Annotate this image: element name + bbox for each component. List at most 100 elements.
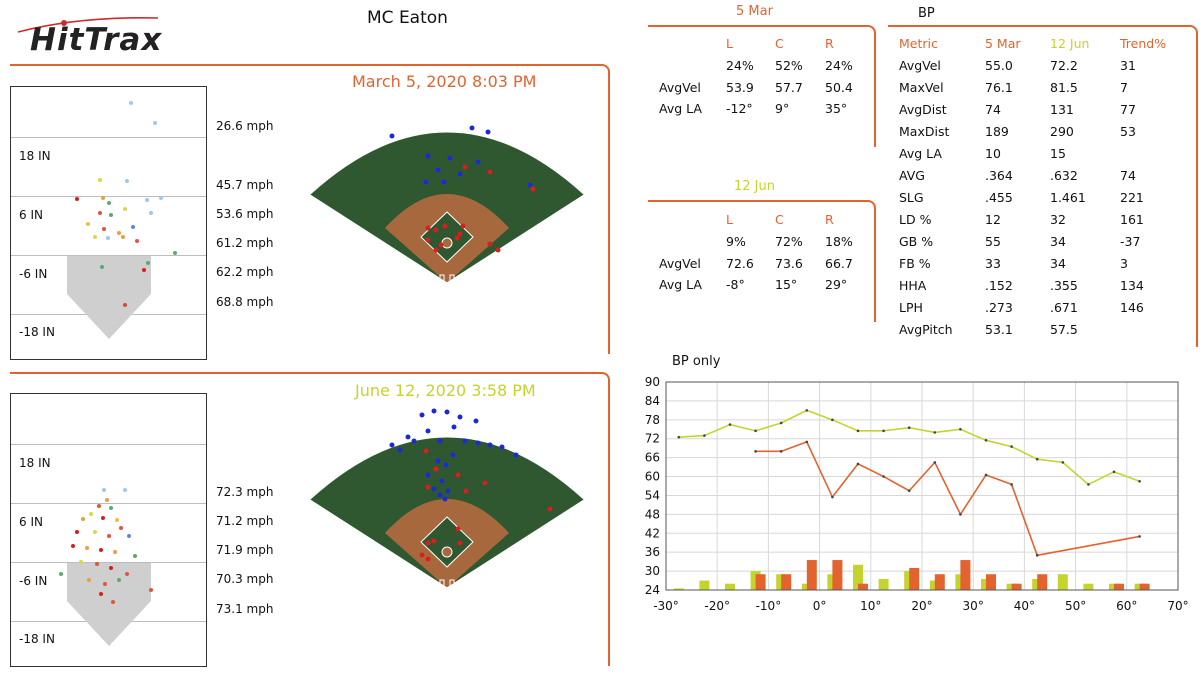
series-point <box>754 429 757 433</box>
bp-metric-value: 74 <box>985 101 1001 117</box>
histogram-bar <box>960 560 971 590</box>
bp-metric-value: 34 <box>1050 233 1066 249</box>
bp-metric-value: 221 <box>1120 189 1144 205</box>
bp-metric-name: MaxVel <box>899 79 944 95</box>
series-point <box>831 495 834 499</box>
bp-metric-value: 74 <box>1120 167 1136 183</box>
series-point <box>831 418 834 422</box>
bp-metric-value <box>1120 142 1180 164</box>
x-tick-label: 70° <box>1167 599 1188 613</box>
series-point <box>1035 554 1039 557</box>
y-tick-label: 54 <box>645 488 660 502</box>
x-tick-label: 30° <box>963 599 984 613</box>
split-mar-avgla-r: 35° <box>825 101 848 116</box>
session2-mph-5: 73.1 mph <box>216 602 274 616</box>
zone-label-6: 6 IN <box>19 515 43 529</box>
histogram-bar <box>1114 583 1124 590</box>
bp-metric-value: 53.1 <box>985 321 1013 337</box>
bp-metric-name: LPH <box>899 299 923 315</box>
session2-strike-zone: 18 IN 6 IN -6 IN -18 IN <box>10 393 207 667</box>
histogram-bar <box>832 560 843 590</box>
histogram-bar <box>806 560 817 590</box>
bp-metric-value: 76.1 <box>985 79 1013 95</box>
split-jun-header-r: R <box>825 212 834 227</box>
session2-spray-chart <box>309 408 585 589</box>
session2-mph-3: 71.9 mph <box>216 543 274 557</box>
bp-metric-value: 53 <box>1120 123 1136 139</box>
histogram-bar <box>934 574 945 590</box>
hittrax-logo: HitTrax <box>10 10 170 60</box>
bp-metric-value: 55.0 <box>985 57 1013 73</box>
foul-line-left <box>309 194 448 284</box>
histogram-bar <box>1139 583 1150 590</box>
series-point <box>1112 470 1116 474</box>
histogram-bar <box>878 578 889 590</box>
session1-mph-6: 68.8 mph <box>216 295 274 309</box>
bp-table-frame <box>888 25 1198 347</box>
split-jun-avgvel-c: 73.6 <box>775 256 803 271</box>
bp-table-row: HHA .152 .355 134 <box>899 274 1180 296</box>
session1-title: March 5, 2020 8:03 PM <box>352 72 537 91</box>
histogram-bar <box>853 564 863 590</box>
bp-metric-name: AvgPitch <box>899 321 953 337</box>
split-mar-header-r: R <box>825 36 834 51</box>
series-point <box>959 513 962 516</box>
bp-metric-value: 290 <box>1050 123 1074 139</box>
session2-pitch-dots <box>59 488 153 646</box>
bp-metric-name: LD % <box>899 211 932 227</box>
series-point <box>907 489 911 493</box>
zone-line <box>11 503 206 504</box>
split-mar-avgvel-l: 53.9 <box>726 80 754 95</box>
series-point <box>984 473 988 477</box>
foul-line-left <box>309 499 448 589</box>
bp-metrics-table: Metric 5 Mar 12 Jun Trend% AvgVel 55.0 72.… <box>899 32 1180 340</box>
session2-title: June 12, 2020 3:58 PM <box>355 381 536 400</box>
y-tick-label: 84 <box>645 394 660 408</box>
pitch-dots-group <box>59 488 153 604</box>
series-point <box>728 423 732 426</box>
x-tick-label: -30° <box>653 599 679 613</box>
bp-metric-value: 72.2 <box>1050 57 1078 73</box>
zone-label-minus6: -6 IN <box>19 267 48 281</box>
histogram-bar <box>858 583 868 590</box>
zone-line <box>11 562 206 563</box>
bp-metric-value: 34 <box>1050 255 1066 271</box>
x-tick-label: 60° <box>1116 599 1137 613</box>
bp-table-row: Avg LA 10 15 <box>899 142 1180 164</box>
bp-table-row: MaxVel 76.1 81.5 7 <box>899 76 1180 98</box>
y-tick-label: 42 <box>645 526 660 540</box>
split-mar-frame <box>648 25 876 147</box>
pitchers-mound <box>441 237 453 249</box>
bp-metric-name: Avg LA <box>899 145 942 161</box>
histogram-bar <box>673 588 684 590</box>
bp-table-row: AVG .364 .632 74 <box>899 164 1180 186</box>
split-mar-header-l: L <box>726 36 733 51</box>
histogram-bar <box>1057 574 1068 590</box>
split-jun-avgla-c: 15° <box>775 277 798 292</box>
histogram-bar <box>801 583 812 590</box>
x-tick-label: 20° <box>911 599 932 613</box>
histogram-bar <box>1083 583 1094 590</box>
bp-metric-value: 77 <box>1120 101 1136 117</box>
pitchers-mound <box>441 546 453 558</box>
zone-label-18: 18 IN <box>19 456 51 470</box>
foul-line-right <box>446 499 585 589</box>
session1-mph-4: 61.2 mph <box>216 236 274 250</box>
y-tick-label: 36 <box>645 545 660 559</box>
split-mar-pct-c: 52% <box>775 58 803 73</box>
bp-table-row: AvgVel 55.0 72.2 31 <box>899 54 1180 76</box>
player-name: MC Eaton <box>367 8 448 28</box>
home-plate-shape <box>67 563 151 646</box>
split-jun-title: 12 Jun <box>734 179 775 194</box>
split-jun-pct-c: 72% <box>775 234 803 249</box>
y-tick-label: 60 <box>645 470 660 484</box>
session2-frame <box>10 372 610 666</box>
bp-metric-value: 15 <box>1050 145 1066 161</box>
bp-table-row: GB % 55 34 -37 <box>899 230 1180 252</box>
histogram-bar <box>1032 578 1043 590</box>
split-jun-avgvel-l: 72.6 <box>726 256 754 271</box>
bp-metric-name: AvgDist <box>899 101 947 117</box>
bp-table-row: AvgPitch 53.1 57.5 <box>899 318 1180 340</box>
x-tick-label: 50° <box>1065 599 1086 613</box>
split-mar-avgvel-label: AvgVel <box>659 80 701 95</box>
